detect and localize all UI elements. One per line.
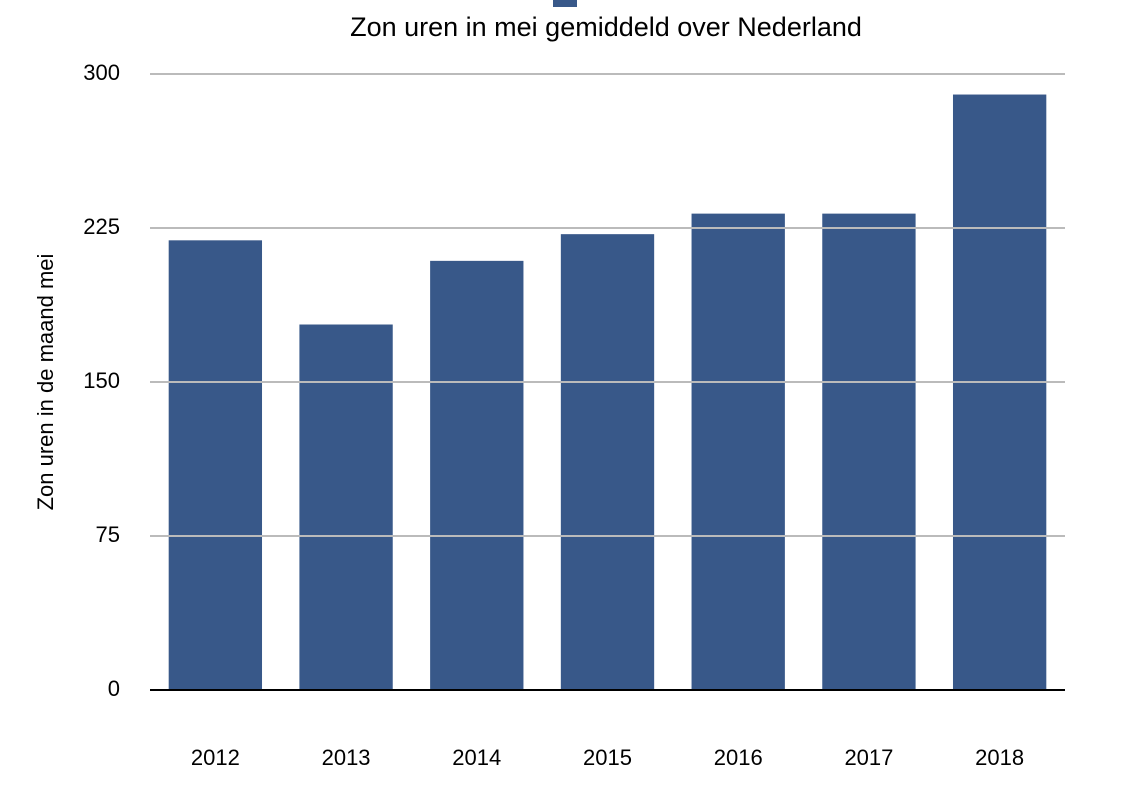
chart-title: Zon uren in mei gemiddeld over Nederland bbox=[350, 12, 862, 42]
x-tick-label: 2012 bbox=[191, 745, 240, 770]
x-tick-label: 2017 bbox=[844, 745, 893, 770]
x-tick-label: 2018 bbox=[975, 745, 1024, 770]
y-tick-label: 0 bbox=[108, 676, 120, 701]
bar bbox=[560, 234, 655, 690]
bar bbox=[168, 240, 263, 690]
y-tick-label: 150 bbox=[83, 368, 120, 393]
bar bbox=[430, 260, 524, 690]
legend-swatch bbox=[553, 0, 577, 7]
bar bbox=[691, 213, 785, 691]
bar bbox=[822, 213, 916, 691]
y-tick-label: 75 bbox=[96, 522, 120, 547]
x-tick-label: 2013 bbox=[322, 745, 371, 770]
bar bbox=[952, 94, 1047, 691]
y-tick-label: 225 bbox=[83, 214, 120, 239]
x-tick-label: 2016 bbox=[714, 745, 763, 770]
y-axis-label: Zon uren in de maand mei bbox=[33, 254, 58, 511]
bar bbox=[299, 324, 393, 690]
y-tick-label: 300 bbox=[83, 60, 120, 85]
x-tick-label: 2015 bbox=[583, 745, 632, 770]
x-tick-label: 2014 bbox=[452, 745, 501, 770]
